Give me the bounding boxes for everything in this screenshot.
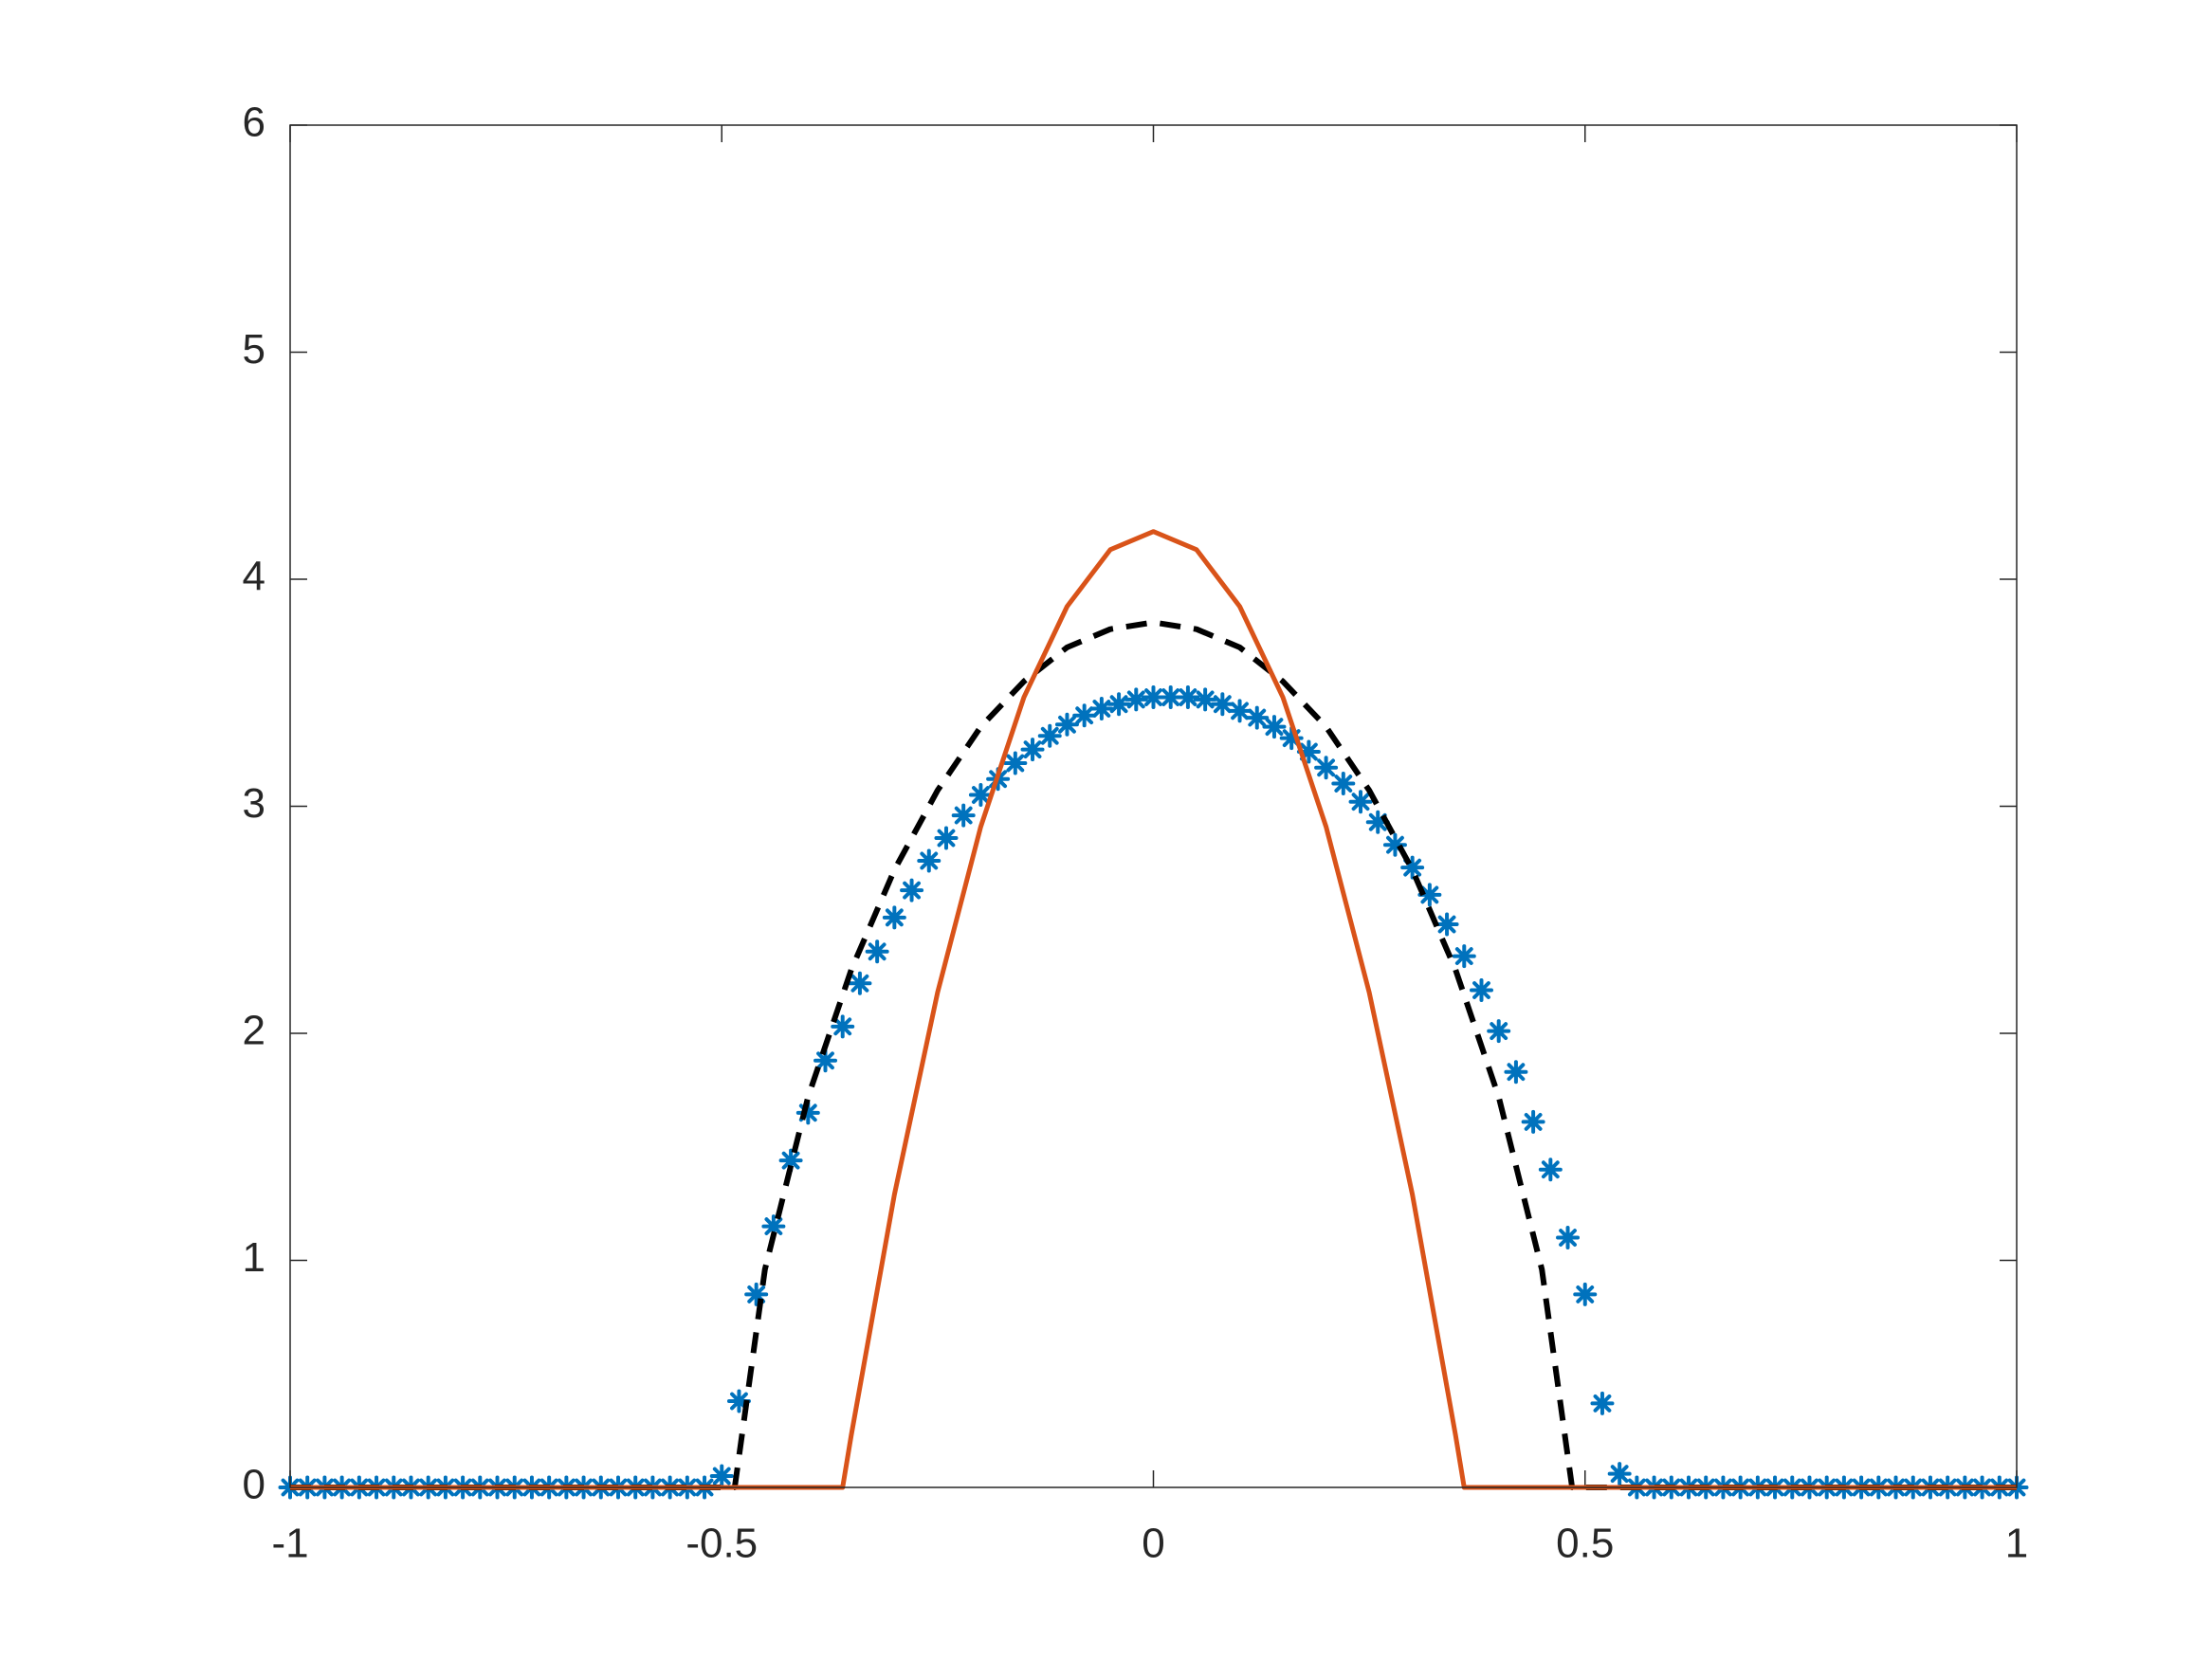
- data-point: [778, 1148, 803, 1173]
- data-point: [1314, 756, 1339, 780]
- data-point: [1159, 685, 1183, 710]
- data-point: [1382, 832, 1407, 857]
- data-point: [709, 1464, 734, 1488]
- y-tick-label: 1: [243, 1234, 265, 1281]
- y-tick-label: 0: [243, 1462, 265, 1508]
- data-point: [1210, 692, 1234, 717]
- data-point: [1365, 810, 1390, 834]
- data-point: [1228, 699, 1252, 723]
- data-point: [934, 826, 959, 850]
- data-point: [848, 971, 872, 995]
- data-point: [1193, 687, 1217, 712]
- data-point: [1331, 772, 1356, 796]
- data-point: [951, 803, 976, 828]
- data-point: [1089, 697, 1114, 721]
- data-point: [1348, 790, 1373, 814]
- data-point: [1400, 855, 1425, 880]
- data-point: [900, 878, 924, 902]
- y-tick-label: 4: [243, 554, 265, 600]
- y-tick-label: 6: [243, 100, 265, 146]
- data-point: [1106, 692, 1131, 717]
- data-point: [1607, 1462, 1632, 1486]
- data-point: [1538, 1158, 1563, 1182]
- data-point: [1521, 1109, 1545, 1134]
- data-point: [726, 1389, 751, 1413]
- data-point: [1452, 944, 1476, 969]
- data-point: [1124, 687, 1148, 712]
- data-point: [1142, 685, 1165, 710]
- x-tick-label: -1: [271, 1521, 308, 1567]
- data-point: [1556, 1226, 1581, 1250]
- data-point: [865, 939, 889, 964]
- data-line: [290, 529, 2017, 1490]
- data-point: [761, 1214, 786, 1239]
- data-point: [1487, 1019, 1511, 1044]
- x-tick-label: 0: [1142, 1521, 1164, 1567]
- data-point: [1003, 751, 1028, 775]
- data-point: [1245, 705, 1270, 730]
- data-point: [882, 905, 906, 930]
- data-point: [1037, 723, 1062, 748]
- data-point: [1296, 739, 1321, 764]
- y-tick-label: 2: [243, 1008, 265, 1054]
- data-point: [1262, 715, 1287, 739]
- data-point: [1417, 883, 1442, 907]
- data-point: [1072, 703, 1097, 728]
- y-tick-label: 5: [243, 326, 265, 373]
- data-point: [1504, 1060, 1528, 1085]
- data-point: [744, 1282, 769, 1306]
- x-tick-label: -0.5: [686, 1521, 758, 1567]
- data-point: [1176, 685, 1200, 710]
- data-point: [1054, 712, 1079, 737]
- x-tick-label: 0.5: [1556, 1521, 1614, 1567]
- data-point: [1590, 1391, 1615, 1415]
- x-tick-label: 1: [2005, 1521, 2028, 1567]
- data-point: [795, 1101, 820, 1125]
- axes-box: [289, 124, 2018, 1488]
- data-point: [831, 1014, 855, 1039]
- data-point: [814, 1048, 838, 1073]
- data-point: [1573, 1282, 1598, 1306]
- y-tick-label: 3: [243, 780, 265, 827]
- data-point: [1469, 977, 1493, 1002]
- data-point: [1435, 912, 1459, 937]
- data-point: [968, 783, 993, 808]
- data-point: [1020, 738, 1045, 762]
- data-line: [290, 619, 2017, 1490]
- data-point: [917, 848, 941, 873]
- data-point: [1279, 726, 1304, 751]
